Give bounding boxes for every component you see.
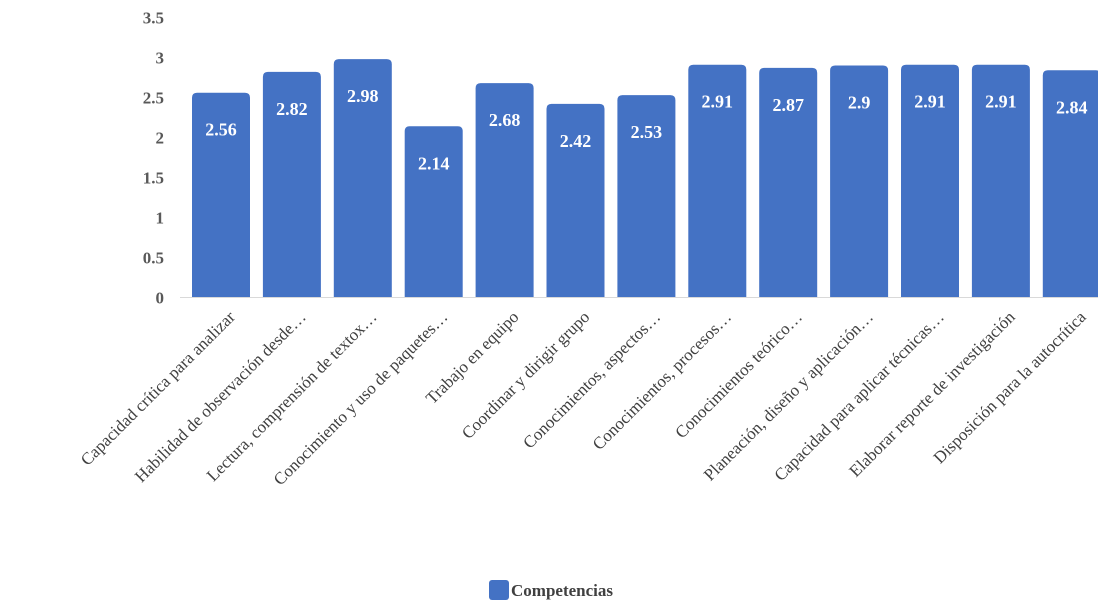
bar (333, 59, 392, 298)
data-label: 2.87 (772, 95, 804, 115)
bar (971, 64, 1030, 298)
bar (475, 83, 534, 298)
y-tick-label: 2.5 (143, 89, 164, 108)
y-tick-label: 2 (156, 129, 165, 148)
data-label: 2.84 (1056, 97, 1088, 117)
x-tick-label: Conocimientos teórico… (671, 307, 806, 442)
y-tick-label: 3 (156, 49, 165, 68)
bar (546, 103, 605, 298)
legend-swatch (489, 580, 509, 600)
x-axis-ticks: Capacidad crítica para analizarHabilidad… (77, 307, 1090, 489)
y-tick-label: 1.5 (143, 169, 164, 188)
legend-label: Competencias (511, 581, 613, 600)
y-tick-label: 0 (156, 289, 165, 308)
bar (688, 64, 747, 298)
data-label: 2.68 (489, 110, 521, 130)
y-tick-label: 1 (156, 209, 165, 228)
y-tick-label: 3.5 (143, 9, 164, 28)
bars-group (192, 59, 1098, 298)
data-label: 2.56 (205, 120, 237, 140)
bar (192, 92, 250, 298)
y-tick-label: 0.5 (143, 249, 164, 268)
bar (262, 71, 321, 298)
bar (1042, 70, 1098, 298)
bar (901, 64, 959, 298)
bar (830, 65, 889, 298)
x-tick-label: Disposición para la autocrítica (930, 307, 1090, 467)
legend: Competencias (489, 580, 613, 600)
bar (617, 95, 676, 298)
data-labels-group: 2.56 2.82 2.98 2.14 2.68 2.42 2.53 2.91 2.87 2.9 2… (205, 86, 1087, 173)
y-axis-ticks: 0 0.5 1 1.5 2 2.5 3 3.5 (143, 9, 164, 308)
data-label: 2.9 (848, 93, 871, 113)
x-tick-label: Conocimientos, aspectos… (519, 307, 664, 452)
data-label: 2.14 (418, 153, 450, 173)
data-label: 2.91 (914, 92, 946, 112)
data-label: 2.82 (276, 99, 308, 119)
data-label: 2.91 (702, 92, 734, 112)
x-tick-label: Conocimientos, procesos… (589, 307, 735, 453)
bar (404, 126, 463, 298)
data-label: 2.53 (631, 122, 663, 142)
x-tick-label: Coordinar y dirigir grupo (458, 307, 593, 442)
data-label: 2.98 (347, 86, 379, 106)
data-label: 2.91 (985, 92, 1017, 112)
data-label: 2.42 (560, 131, 592, 151)
bar (759, 67, 818, 298)
